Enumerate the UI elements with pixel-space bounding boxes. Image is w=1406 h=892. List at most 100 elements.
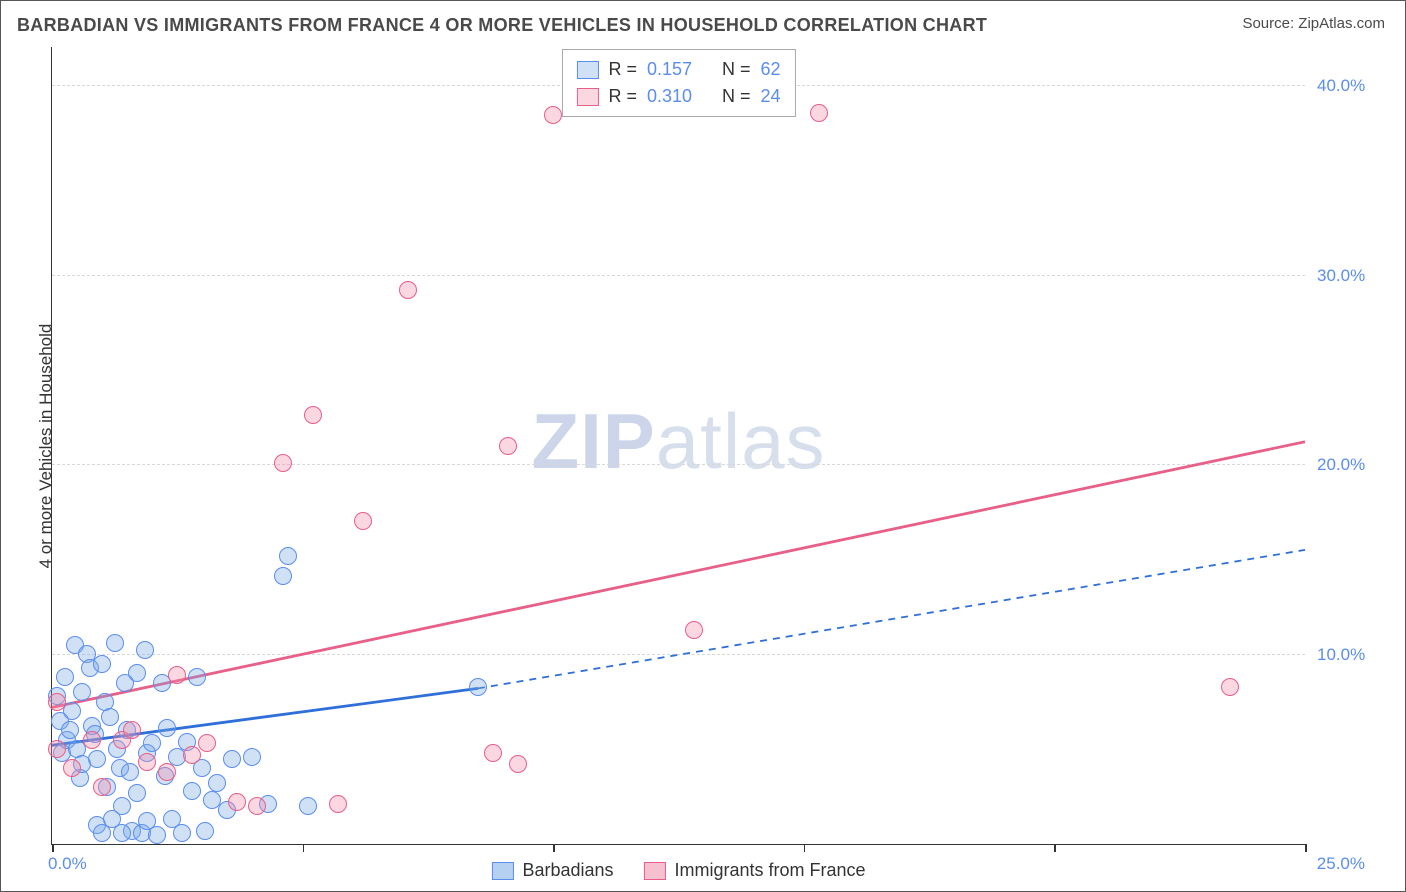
data-point <box>173 824 191 842</box>
data-point <box>484 744 502 762</box>
source-label: Source: ZipAtlas.com <box>1242 15 1385 32</box>
data-point <box>399 281 417 299</box>
n-value-1: 24 <box>761 83 781 110</box>
data-point <box>113 824 131 842</box>
data-point <box>148 826 166 844</box>
x-origin-label: 0.0% <box>48 854 87 874</box>
trend-lines <box>52 47 1305 844</box>
r-value-1: 0.310 <box>647 83 692 110</box>
data-point <box>168 666 186 684</box>
data-point <box>136 641 154 659</box>
watermark-zip: ZIP <box>531 396 655 484</box>
plot-area: 4 or more Vehicles in Household ZIPatlas… <box>51 47 1305 845</box>
legend-item-france: Immigrants from France <box>644 860 866 881</box>
legend-bottom-swatch-1 <box>644 862 666 880</box>
x-tick-15 <box>804 844 806 852</box>
legend-bottom-label-0: Barbadians <box>522 860 613 881</box>
data-point <box>509 755 527 773</box>
x-tick-5 <box>303 844 305 852</box>
data-point <box>499 437 517 455</box>
data-point <box>228 793 246 811</box>
data-point <box>685 621 703 639</box>
data-point <box>274 567 292 585</box>
chart-container: BARBADIAN VS IMMIGRANTS FROM FRANCE 4 OR… <box>0 0 1406 892</box>
data-point <box>128 784 146 802</box>
n-value-0: 62 <box>761 56 781 83</box>
legend-item-barbadians: Barbadians <box>491 860 613 881</box>
data-point <box>469 678 487 696</box>
data-point <box>63 702 81 720</box>
data-point <box>223 750 241 768</box>
data-point <box>279 547 297 565</box>
data-point <box>810 104 828 122</box>
data-point <box>56 668 74 686</box>
x-end-label: 25.0% <box>1317 854 1365 874</box>
legend-swatch-barbadians <box>576 61 598 79</box>
data-point <box>196 822 214 840</box>
legend-stats-box: R = 0.157 N = 62 R = 0.310 N = 24 <box>561 49 795 117</box>
trend-line <box>52 442 1305 708</box>
data-point <box>188 668 206 686</box>
legend-stats-row-1: R = 0.310 N = 24 <box>576 83 780 110</box>
data-point <box>183 782 201 800</box>
data-point <box>93 824 111 842</box>
data-point <box>243 748 261 766</box>
data-point <box>183 746 201 764</box>
r-label: R = <box>608 83 637 110</box>
data-point <box>544 106 562 124</box>
data-point <box>93 655 111 673</box>
data-point <box>63 759 81 777</box>
x-tick-0 <box>52 844 54 852</box>
gridline-10: 10.0% <box>52 654 1305 655</box>
x-tick-25 <box>1305 844 1307 852</box>
data-point <box>158 719 176 737</box>
data-point <box>248 797 266 815</box>
data-point <box>208 774 226 792</box>
x-tick-20 <box>1054 844 1056 852</box>
legend-bottom-swatch-0 <box>491 862 513 880</box>
data-point <box>158 763 176 781</box>
data-point <box>93 778 111 796</box>
data-point <box>329 795 347 813</box>
y-tick-label-40: 40.0% <box>1317 76 1397 96</box>
data-point <box>1221 678 1239 696</box>
data-point <box>48 693 66 711</box>
y-tick-label-20: 20.0% <box>1317 455 1397 475</box>
legend-stats-row-0: R = 0.157 N = 62 <box>576 56 780 83</box>
data-point <box>274 454 292 472</box>
data-point <box>354 512 372 530</box>
chart-title: BARBADIAN VS IMMIGRANTS FROM FRANCE 4 OR… <box>17 15 987 36</box>
legend-swatch-france <box>576 88 598 106</box>
data-point <box>304 406 322 424</box>
data-point <box>61 721 79 739</box>
data-point <box>299 797 317 815</box>
data-point <box>123 721 141 739</box>
y-tick-label-10: 10.0% <box>1317 645 1397 665</box>
data-point <box>121 763 139 781</box>
watermark-atlas: atlas <box>656 396 826 484</box>
gridline-20: 20.0% <box>52 464 1305 465</box>
data-point <box>101 708 119 726</box>
n-label: N = <box>722 56 751 83</box>
trend-line <box>478 550 1305 689</box>
data-point <box>83 731 101 749</box>
data-point <box>106 634 124 652</box>
data-point <box>88 750 106 768</box>
legend-bottom: Barbadians Immigrants from France <box>491 860 865 881</box>
data-point <box>48 740 66 758</box>
data-point <box>143 734 161 752</box>
x-tick-10 <box>553 844 555 852</box>
y-tick-label-30: 30.0% <box>1317 266 1397 286</box>
y-axis-label: 4 or more Vehicles in Household <box>36 323 56 568</box>
legend-bottom-label-1: Immigrants from France <box>675 860 866 881</box>
gridline-30: 30.0% <box>52 275 1305 276</box>
data-point <box>138 753 156 771</box>
n-label: N = <box>722 83 751 110</box>
data-point <box>198 734 216 752</box>
data-point <box>128 664 146 682</box>
data-point <box>113 797 131 815</box>
r-label: R = <box>608 56 637 83</box>
watermark: ZIPatlas <box>531 395 825 486</box>
r-value-0: 0.157 <box>647 56 692 83</box>
data-point <box>73 683 91 701</box>
